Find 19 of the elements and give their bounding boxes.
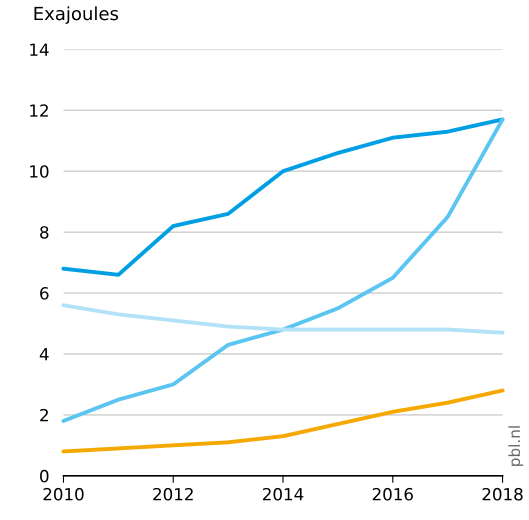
y-tick-label: 10 bbox=[30, 165, 48, 178]
y-tick-label: 8 bbox=[40, 226, 48, 239]
y-axis-title: Exajoules bbox=[34, 6, 118, 24]
line-series bbox=[62, 118, 504, 277]
line-series bbox=[62, 303, 504, 335]
y-tick-label: 4 bbox=[40, 348, 49, 360]
y-tick-label: 14 bbox=[30, 44, 49, 56]
y-tick-label: 0 bbox=[40, 470, 48, 482]
x-tick-label: 2010 bbox=[43, 488, 84, 501]
line-series bbox=[62, 118, 504, 423]
x-tick-label: 2014 bbox=[263, 488, 304, 501]
line-series bbox=[62, 388, 504, 454]
y-tick-label: 6 bbox=[40, 287, 49, 300]
y-tick-label: 12 bbox=[30, 104, 48, 117]
y-tick-label: 2 bbox=[40, 408, 48, 422]
x-tick-label: 2016 bbox=[372, 488, 413, 501]
text: pbl.nl bbox=[508, 426, 524, 466]
x-tick-label: 2018 bbox=[482, 488, 523, 501]
x-tick-label: 2012 bbox=[153, 488, 193, 501]
